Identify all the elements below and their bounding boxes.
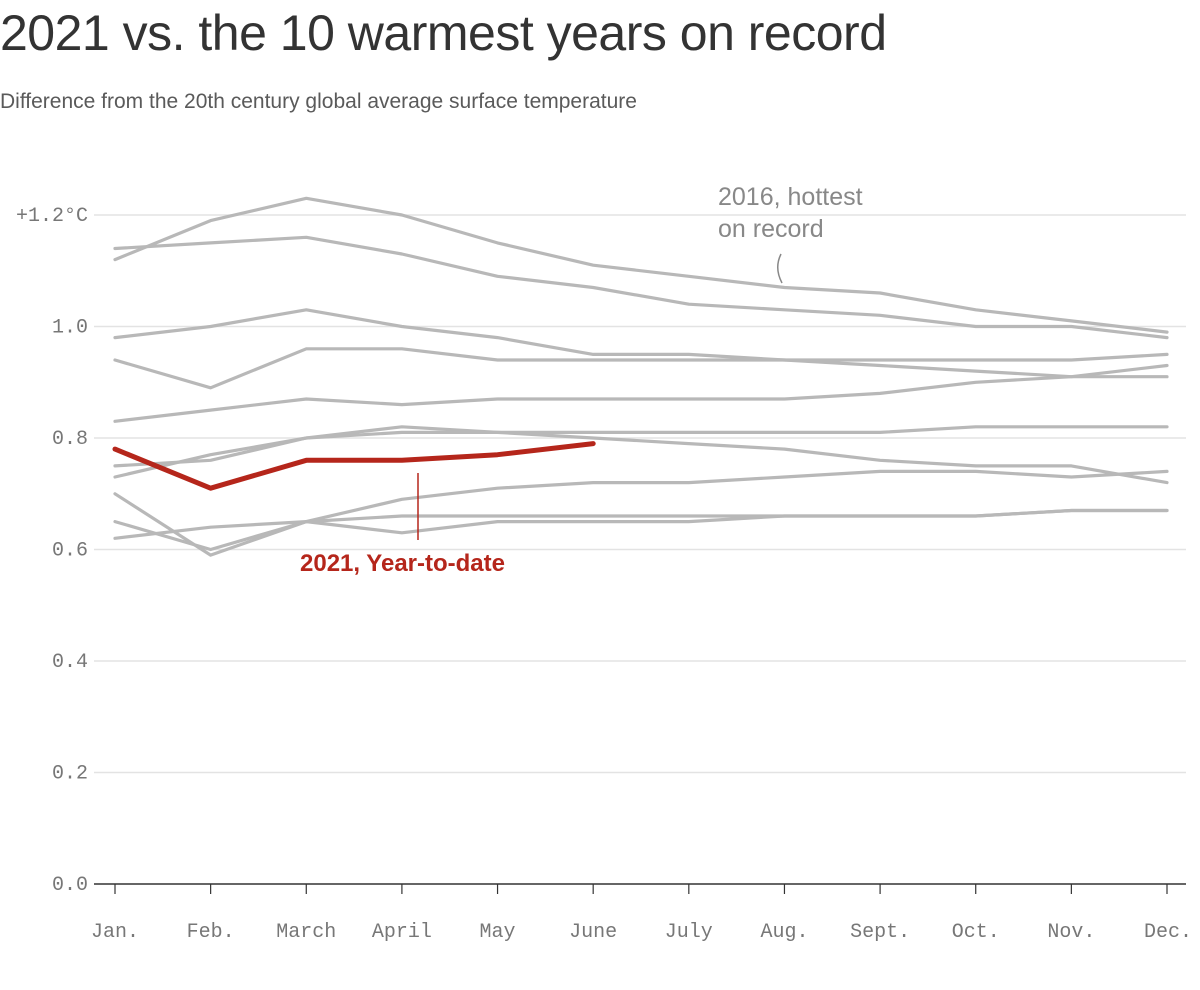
series-line-10 [113, 508, 1169, 540]
series-line-1 [113, 196, 1169, 334]
series-line-4 [113, 347, 1169, 390]
x-tick-label: May [480, 921, 516, 944]
x-tick-label: Jan. [91, 921, 139, 944]
chart-title: 2021 vs. the 10 warmest years on record [0, 5, 887, 61]
y-tick-label: 1.0 [52, 317, 88, 340]
y-tick-label: 0.6 [52, 540, 88, 563]
annotation-2016-pointer [777, 253, 783, 284]
annotation-2016-label: on record [718, 215, 824, 243]
chart-subtitle: Difference from the 20th century global … [0, 90, 637, 113]
series-line-5 [113, 363, 1169, 423]
annotation-2016-label: 2016, hottest [718, 183, 863, 211]
y-tick-label: +1.2°C [16, 205, 88, 228]
series-line-2 [113, 235, 1169, 340]
x-tick-label: March [276, 921, 336, 944]
series-line-7 [113, 425, 1169, 468]
x-tick-label: June [569, 921, 617, 944]
x-tick-label: July [665, 921, 713, 944]
x-tick-label: Nov. [1047, 921, 1095, 944]
x-tick-label: April [372, 921, 432, 944]
series-line-highlight [112, 441, 596, 491]
x-tick-label: Oct. [952, 921, 1000, 944]
x-tick-label: Sept. [850, 921, 910, 944]
annotation-2021-label: 2021, Year-to-date [300, 550, 505, 577]
y-tick-label: 0.8 [52, 428, 88, 451]
x-tick-label: Feb. [187, 921, 235, 944]
series-line-3 [113, 308, 1169, 379]
x-tick-label: Aug. [760, 921, 808, 944]
x-tick-label: Dec. [1144, 921, 1192, 944]
y-tick-label: 0.2 [52, 763, 88, 786]
y-tick-label: 0.4 [52, 651, 88, 674]
y-tick-label: 0.0 [52, 874, 88, 897]
